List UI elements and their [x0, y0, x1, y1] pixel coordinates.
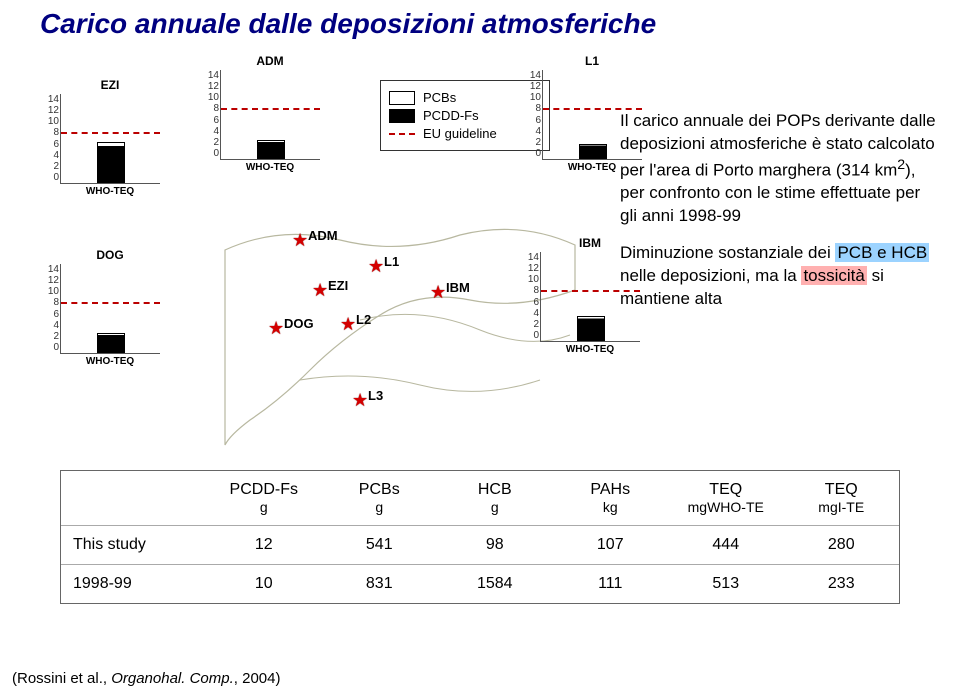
minichart-xlabel: WHO-TEQ — [220, 162, 320, 173]
legend-eu: EU guideline — [389, 126, 541, 141]
table-cell: 10 — [206, 565, 322, 603]
minichart-bar — [577, 316, 605, 341]
table-cell: 1998-99 — [61, 565, 206, 603]
cite-journal: Organohal. Comp. — [111, 670, 234, 687]
table-cell: 233 — [784, 565, 900, 603]
map-star-icon: ★ — [312, 280, 328, 301]
guideline-dash-icon — [221, 108, 320, 110]
legend-pcddfs: PCDD-Fs — [389, 108, 541, 123]
minichart-xlabel: WHO-TEQ — [60, 356, 160, 367]
minichart-bar — [257, 140, 285, 159]
highlight-blue: PCB e HCB — [835, 243, 929, 262]
map-star-icon: ★ — [340, 314, 356, 335]
map-label-dog: DOG — [284, 316, 314, 331]
main-canvas: PCBs PCDD-Fs EU guideline ★ADM★EZI★DOG★L… — [0, 50, 960, 510]
map-star-icon: ★ — [352, 390, 368, 411]
map-star-icon: ★ — [292, 230, 308, 251]
minichart-ezi: EZI 14121086420 WHO-TEQ — [60, 78, 160, 198]
map-label-l2: L2 — [356, 312, 371, 327]
minichart-bar — [579, 144, 607, 159]
legend-label-pcbs: PCBs — [423, 90, 456, 105]
minichart-plot: 14121086420 — [220, 70, 320, 160]
swatch-black-icon — [389, 109, 415, 123]
minichart-yaxis: 14121086420 — [45, 94, 59, 183]
minichart-xlabel: WHO-TEQ — [540, 344, 640, 355]
minichart-dog: DOG 14121086420 WHO-TEQ — [60, 248, 160, 368]
table-cell: 444 — [668, 526, 784, 564]
minichart-adm: ADM 14121086420 WHO-TEQ — [220, 54, 320, 174]
page-title: Carico annuale dalle deposizioni atmosfe… — [0, 0, 960, 40]
minichart-yaxis: 14121086420 — [527, 70, 541, 159]
table-cell: This study — [61, 526, 206, 564]
table-cell: 12 — [206, 526, 322, 564]
table-cell: 1584 — [437, 565, 553, 603]
legend-label-eu: EU guideline — [423, 126, 497, 141]
guideline-dash-icon — [61, 302, 160, 304]
table-header-row: PCDD-FsgPCBsgHCBgPAHskgTEQmgWHO-TETEQmgI… — [61, 471, 899, 526]
map-label-ezi: EZI — [328, 278, 348, 293]
description-para-1: Il carico annuale dei POPs derivante dal… — [620, 110, 940, 228]
minichart-yaxis: 14121086420 — [205, 70, 219, 159]
minichart-plot: 14121086420 — [60, 94, 160, 184]
minichart-bar — [97, 333, 125, 353]
cite-pre: (Rossini et al., — [12, 670, 111, 687]
minichart-yaxis: 14121086420 — [525, 252, 539, 341]
description-para-2: Diminuzione sostanziale dei PCB e HCB ne… — [620, 242, 940, 311]
minichart-plot: 14121086420 — [60, 264, 160, 354]
map-label-l1: L1 — [384, 254, 399, 269]
map-label-ibm: IBM — [446, 280, 470, 295]
map-star-icon: ★ — [430, 282, 446, 303]
table-cell: 98 — [437, 526, 553, 564]
text-p2a: Diminuzione sostanziale dei — [620, 243, 835, 262]
table-cell: 111 — [553, 565, 669, 603]
text-p2b: nelle deposizioni, ma la — [620, 266, 801, 285]
minichart-title: DOG — [60, 248, 160, 262]
table-cell: 280 — [784, 526, 900, 564]
highlight-red: tossicità — [801, 266, 866, 285]
guideline-dash-icon — [61, 132, 160, 134]
citation: (Rossini et al., Organohal. Comp., 2004) — [12, 670, 280, 687]
table-header-cell: PCBsg — [322, 471, 438, 525]
map-label-l3: L3 — [368, 388, 383, 403]
table-cell: 541 — [322, 526, 438, 564]
legend-pcbs: PCBs — [389, 90, 541, 105]
table-header-cell — [61, 471, 206, 525]
table-header-cell: TEQmgWHO-TE — [668, 471, 784, 525]
cite-post: , 2004) — [234, 670, 281, 687]
data-table: PCDD-FsgPCBsgHCBgPAHskgTEQmgWHO-TETEQmgI… — [60, 470, 900, 604]
map-star-icon: ★ — [268, 318, 284, 339]
swatch-white-icon — [389, 91, 415, 105]
legend-box: PCBs PCDD-Fs EU guideline — [380, 80, 550, 151]
description-block: Il carico annuale dei POPs derivante dal… — [620, 110, 940, 325]
minichart-title: L1 — [542, 54, 642, 68]
table-header-cell: PAHskg — [553, 471, 669, 525]
legend-label-pcddfs: PCDD-Fs — [423, 108, 479, 123]
text-p1a: Il carico annuale dei POPs derivante dal… — [620, 111, 936, 180]
minichart-xlabel: WHO-TEQ — [60, 186, 160, 197]
table-header-cell: TEQmgI-TE — [784, 471, 900, 525]
table-cell: 107 — [553, 526, 669, 564]
map-label-adm: ADM — [308, 228, 338, 243]
table-row: This study1254198107444280 — [61, 526, 899, 565]
table-row: 1998-99108311584111513233 — [61, 565, 899, 603]
table-header-cell: HCBg — [437, 471, 553, 525]
minichart-title: EZI — [60, 78, 160, 92]
minichart-yaxis: 14121086420 — [45, 264, 59, 353]
minichart-bar — [97, 142, 125, 183]
map-star-icon: ★ — [368, 256, 384, 277]
minichart-title: ADM — [220, 54, 320, 68]
swatch-dashline-icon — [389, 133, 415, 135]
table-header-cell: PCDD-Fsg — [206, 471, 322, 525]
text-sup: 2 — [897, 157, 905, 173]
table-cell: 831 — [322, 565, 438, 603]
table-cell: 513 — [668, 565, 784, 603]
